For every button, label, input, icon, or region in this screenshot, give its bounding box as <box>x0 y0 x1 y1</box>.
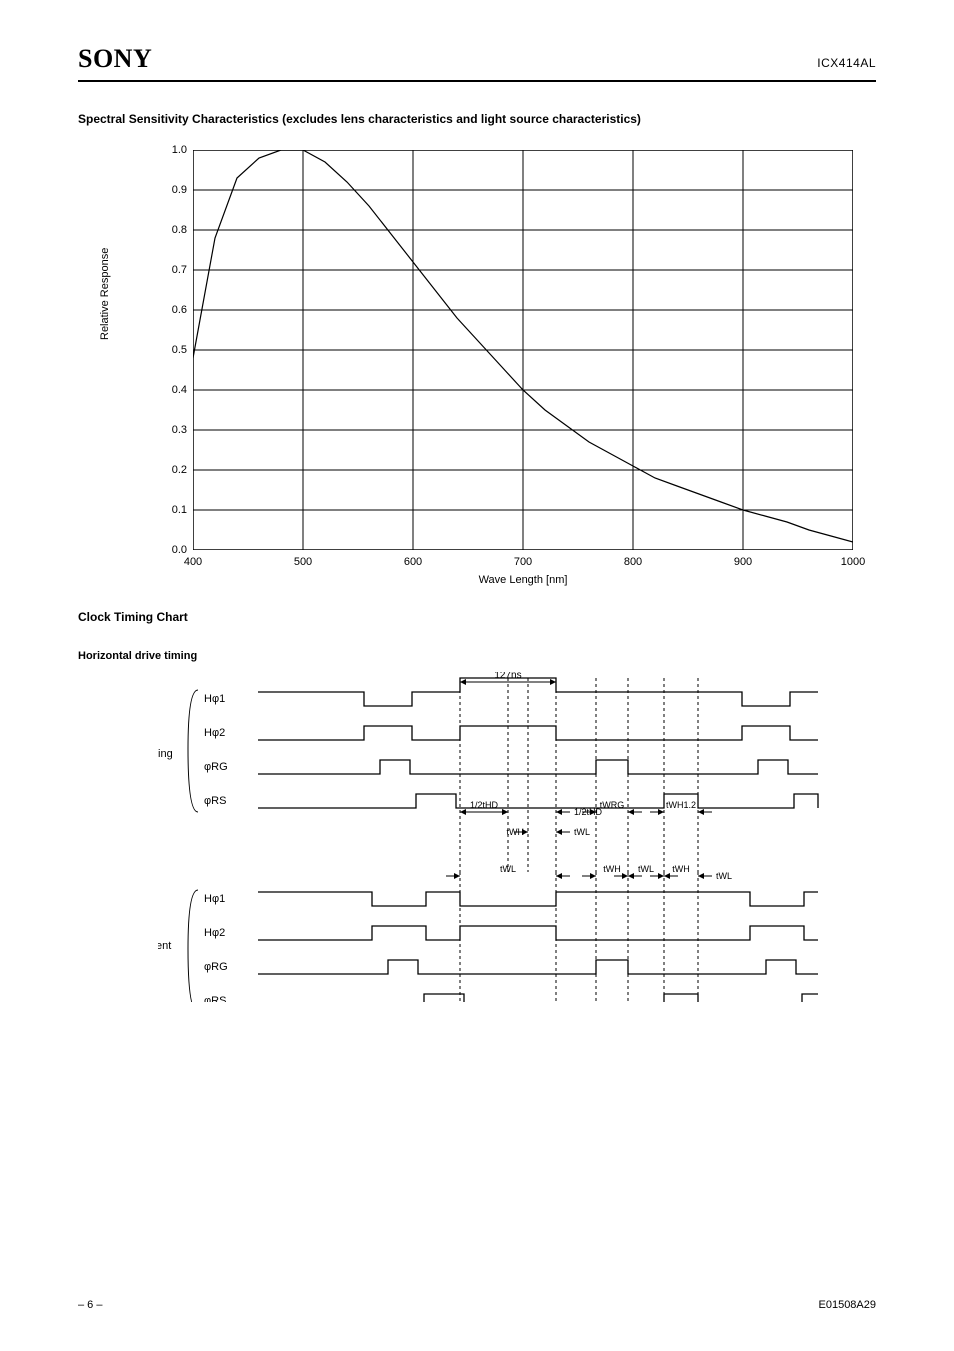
y-tick: 0.8 <box>163 224 187 236</box>
doc-code: E01508A29 <box>819 1299 877 1311</box>
svg-text:Hφ1: Hφ1 <box>204 893 225 905</box>
timing-diagram: 127ns Hφ1 Hφ2 φRG φRS Standardvalue timing 1/2… <box>158 672 858 1002</box>
svg-text:tWL: tWL <box>638 864 654 874</box>
svg-text:Hφ2: Hφ2 <box>204 727 225 739</box>
x-tick: 400 <box>184 556 202 568</box>
spectral-svg <box>193 150 853 550</box>
y-tick: 0.6 <box>163 304 187 316</box>
svg-text:tWH: tWH <box>603 864 621 874</box>
x-tick: 900 <box>734 556 752 568</box>
brand-logo: SONY <box>78 44 152 74</box>
header: SONY ICX414AL <box>78 44 876 82</box>
y-tick: 1.0 <box>163 144 187 156</box>
svg-text:tWL: tWL <box>716 871 732 881</box>
svg-text:Standard: Standard <box>158 736 159 748</box>
y-tick: 0.3 <box>163 424 187 436</box>
part-number: ICX414AL <box>817 56 876 70</box>
svg-text:tWH1.2: tWH1.2 <box>666 800 696 810</box>
svg-text:φRS: φRS <box>204 995 226 1002</box>
x-tick: 700 <box>514 556 532 568</box>
svg-text:φRG: φRG <box>204 761 228 773</box>
timing-subtitle: Horizontal drive timing <box>78 650 876 662</box>
svg-text:Hφ1: Hφ1 <box>204 693 225 705</box>
x-tick: 1000 <box>841 556 865 568</box>
y-tick: 0.2 <box>163 464 187 476</box>
y-tick: 0.5 <box>163 344 187 356</box>
timing-svg: 127ns Hφ1 Hφ2 φRG φRS Standardvalue timing 1/2… <box>158 672 858 1002</box>
svg-text:127ns: 127ns <box>494 672 521 681</box>
y-tick: 0.0 <box>163 544 187 556</box>
svg-text:φRS: φRS <box>204 795 226 807</box>
svg-text:φRG: φRG <box>204 961 228 973</box>
y-tick: 0.1 <box>163 504 187 516</box>
svg-text:tWL: tWL <box>500 864 516 874</box>
page-number: – 6 – <box>78 1299 102 1311</box>
svg-text:tWH: tWH <box>672 864 690 874</box>
x-tick: 600 <box>404 556 422 568</box>
svg-text:tWL: tWL <box>574 827 590 837</box>
svg-text:Hφ2: Hφ2 <box>204 927 225 939</box>
spectral-title: Spectral Sensitivity Characteristics (ex… <box>78 112 876 126</box>
svg-text:tWRG: tWRG <box>600 800 625 810</box>
x-tick: 500 <box>294 556 312 568</box>
y-tick: 0.9 <box>163 184 187 196</box>
spectral-chart: Relative Response Wave Length [nm] 0.00.… <box>193 150 853 550</box>
y-tick: 0.4 <box>163 384 187 396</box>
timing-title: Clock Timing Chart <box>78 610 876 624</box>
x-axis-label: Wave Length [nm] <box>193 574 853 586</box>
footer: – 6 – E01508A29 <box>78 1299 876 1311</box>
svg-text:measurement: measurement <box>158 940 171 952</box>
svg-text:tWH: tWH <box>507 827 525 837</box>
x-tick: 800 <box>624 556 642 568</box>
y-tick: 0.7 <box>163 264 187 276</box>
svg-text:1/2tHD: 1/2tHD <box>470 800 499 810</box>
svg-text:value timing: value timing <box>158 748 173 760</box>
y-axis-label: Relative Response <box>99 248 111 340</box>
